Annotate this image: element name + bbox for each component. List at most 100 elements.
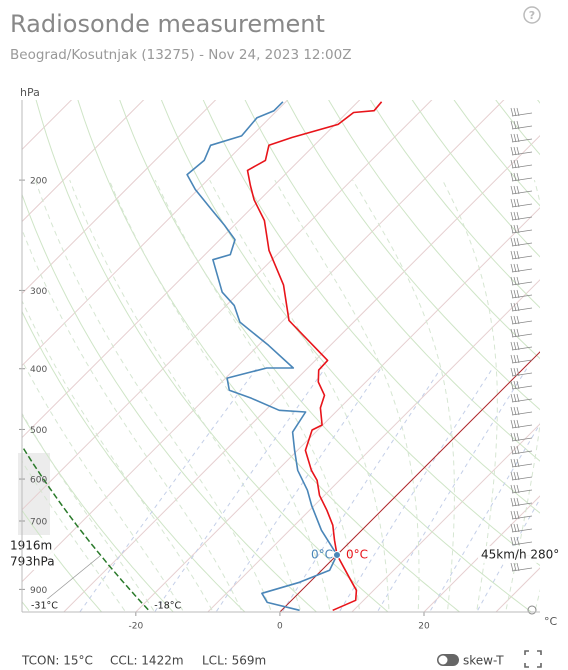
barb-tick: [510, 224, 514, 234]
barb-tick: [516, 159, 520, 169]
barb-tick: [516, 289, 520, 299]
barb-tick: [516, 354, 520, 364]
barb-tick: [516, 276, 520, 286]
barb-tick: [510, 185, 514, 195]
barb-tick: [516, 107, 520, 117]
isotherm: [22, 100, 145, 223]
barb-tick: [513, 237, 517, 247]
moist-adiabat: [22, 460, 127, 612]
barb-tick: [513, 354, 517, 364]
surface-label: -18°C: [154, 601, 181, 612]
barb-tick: [510, 445, 514, 455]
barb-tick: [516, 211, 520, 221]
pressure-label: 793hPa: [10, 554, 55, 568]
barb-staff: [511, 177, 533, 182]
barb-staff: [511, 489, 533, 494]
barb-tick: [516, 380, 520, 390]
barb-tick: [510, 237, 514, 247]
barb-tick: [516, 536, 520, 546]
isotherm: [351, 423, 540, 612]
barb-tick: [516, 367, 520, 377]
barb-staff: [511, 411, 533, 416]
temperature-line: [246, 101, 383, 612]
barb-tick: [516, 237, 520, 247]
barb-tick: [513, 497, 517, 507]
moist-adiabat: [209, 179, 390, 612]
barb-tick: [516, 484, 520, 494]
barb-tick: [510, 328, 514, 338]
barb-tick: [516, 432, 520, 442]
mixing-ratio: [429, 423, 540, 612]
barb-tick: [513, 224, 517, 234]
barb-tick: [516, 458, 520, 468]
y-tick-label: 300: [30, 287, 47, 297]
barb-tick: [510, 133, 514, 143]
x-axis-label: °C: [544, 615, 558, 628]
barb-tick: [516, 562, 520, 572]
barb-staff: [511, 437, 533, 442]
barb-tick: [516, 185, 520, 195]
moist-adiabat: [108, 179, 331, 612]
barb-tick: [510, 458, 514, 468]
barb-tick: [516, 471, 520, 481]
dry-adiabat: [202, 100, 540, 514]
barb-tick: [513, 341, 517, 351]
y-tick-label: 500: [30, 426, 47, 436]
barb-staff: [511, 541, 533, 546]
barb-tick: [510, 536, 514, 546]
isotherm: [423, 495, 540, 612]
barb-tick: [516, 328, 520, 338]
barb-staff: [511, 528, 533, 533]
isotherm: [22, 100, 433, 511]
moist-adiabat: [352, 179, 455, 612]
background-lines: [22, 100, 540, 612]
y-tick-label: 700: [30, 517, 47, 527]
mixing-ratio: [215, 368, 382, 612]
barb-staff: [511, 515, 533, 520]
barb-tick: [510, 276, 514, 286]
y-tick-label: 600: [30, 476, 47, 486]
dry-adiabat: [244, 100, 540, 462]
barb-staff: [511, 268, 533, 273]
barb-tick: [510, 250, 514, 260]
dewpoint-label: 0°C: [311, 547, 333, 561]
barb-tick: [510, 354, 514, 364]
barb-tick: [516, 523, 520, 533]
mixing-ratio: [376, 368, 528, 612]
barb-tick: [513, 107, 517, 117]
barb-tick: [516, 510, 520, 520]
moist-adiabat: [22, 412, 156, 612]
barb-staff: [511, 450, 533, 455]
y-axis-label: hPa: [20, 86, 40, 99]
barb-tick: [510, 510, 514, 520]
dry-adiabat: [77, 100, 461, 612]
barb-tick: [510, 471, 514, 481]
moist-adiabat: [34, 179, 273, 612]
moist-adiabat: [69, 179, 302, 612]
barb-tick: [513, 523, 517, 533]
skewt-toggle[interactable]: skew-T: [437, 654, 504, 668]
barb-tick: [513, 263, 517, 273]
moist-adiabat: [22, 228, 243, 612]
freezing-isotherm: [279, 351, 540, 612]
surface-label: -31°C: [31, 601, 58, 612]
barb-tick: [516, 133, 520, 143]
barb-staff: [511, 463, 533, 468]
barb-tick: [510, 419, 514, 429]
barb-staff: [511, 216, 533, 221]
label-bg: [6, 537, 54, 570]
barb-tick: [516, 250, 520, 260]
svg-text:?: ?: [529, 9, 535, 22]
moist-adiabat: [442, 179, 498, 612]
barb-staff: [511, 307, 533, 312]
barb-tick: [510, 562, 514, 572]
barb-tick: [510, 497, 514, 507]
barb-tick: [510, 315, 514, 325]
y-tick-label: 900: [30, 586, 47, 596]
dry-adiabat: [22, 193, 318, 612]
y-tick-label: 400: [30, 365, 47, 375]
fullscreen-icon[interactable]: [524, 650, 542, 668]
help-icon[interactable]: ?: [523, 6, 541, 24]
moist-adiabat: [22, 359, 185, 612]
